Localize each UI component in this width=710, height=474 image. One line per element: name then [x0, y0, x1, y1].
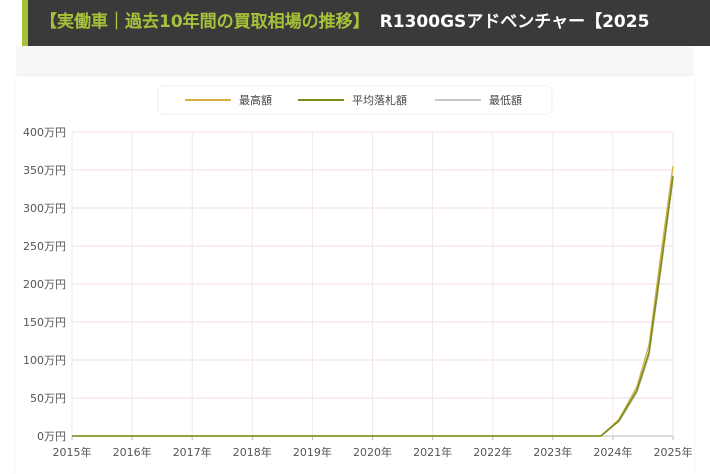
y-tick-label: 150万円 — [23, 316, 66, 329]
legend-box — [157, 85, 553, 115]
header-accent-text: 【実働車｜過去10年間の買取相場の推移】 — [40, 12, 370, 32]
header-main-text: R1300GSアドベンチャー【2025 — [379, 12, 650, 32]
x-tick-label: 2017年 — [173, 445, 212, 459]
x-tick-label: 2016年 — [113, 445, 152, 459]
y-tick-label: 50万円 — [30, 392, 66, 405]
chart-panel — [16, 76, 694, 474]
legend-label-1: 平均落札額 — [352, 94, 407, 107]
series-line-1 — [72, 175, 674, 437]
legend-label-0: 最高額 — [239, 93, 272, 107]
y-tick-label: 350万円 — [23, 164, 66, 177]
x-tick-label: 2020年 — [353, 445, 392, 459]
x-tick-label: 2024年 — [593, 445, 632, 459]
x-tick-label: 2015年 — [53, 445, 92, 459]
y-tick-label: 200万円 — [23, 278, 66, 291]
article-header: 【実働車｜過去10年間の買取相場の推移】 R1300GSアドベンチャー【2025 — [22, 0, 710, 46]
y-tick-label: 400万円 — [23, 126, 66, 139]
y-tick-label: 300万円 — [23, 202, 66, 215]
x-tick-label: 2023年 — [533, 445, 572, 459]
y-tick-label: 0万円 — [37, 430, 66, 443]
y-tick-label: 250万円 — [23, 240, 66, 253]
header-title: 【実働車｜過去10年間の買取相場の推移】 R1300GSアドベンチャー【2025 — [40, 11, 649, 33]
x-tick-label: 2019年 — [293, 445, 332, 459]
x-tick-label: 2022年 — [473, 445, 512, 459]
x-tick-label: 2025年 — [654, 445, 693, 459]
legend-label-2: 最低額 — [489, 94, 522, 107]
y-tick-label: 100万円 — [23, 354, 66, 367]
x-tick-label: 2018年 — [233, 445, 272, 459]
x-tick-label: 2021年 — [413, 445, 452, 459]
chart-panel-top — [16, 46, 694, 76]
